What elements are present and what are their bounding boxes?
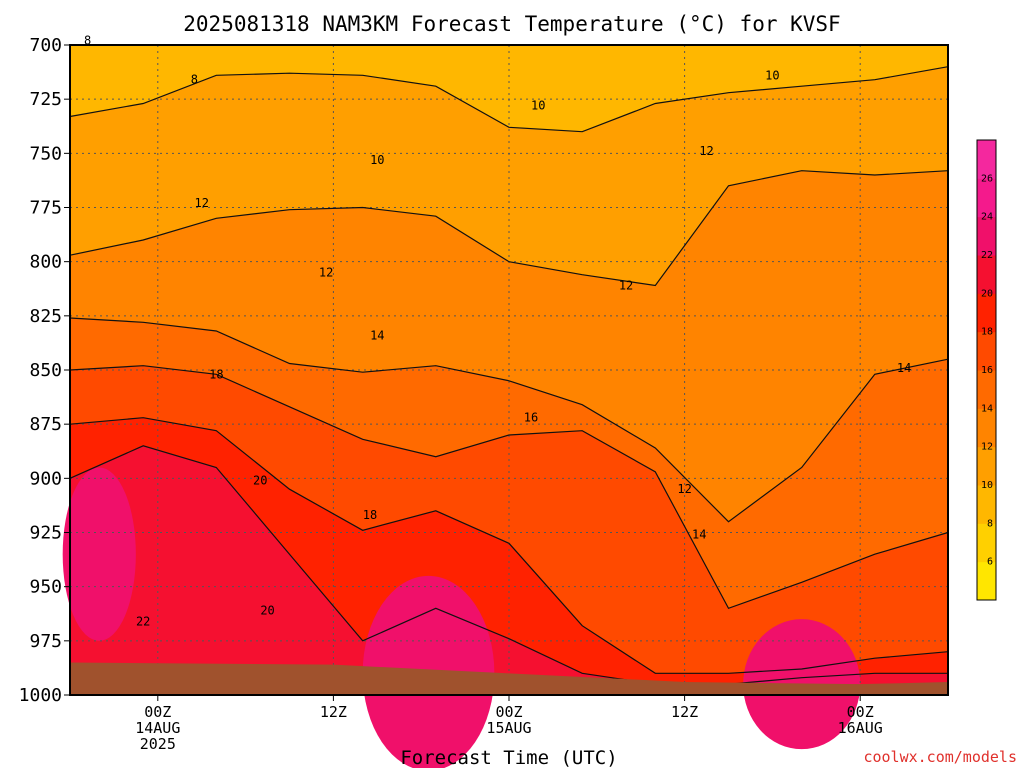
ytick-label: 975	[29, 631, 62, 652]
colorbar-segment	[977, 485, 996, 524]
contour-label: 18	[209, 367, 223, 381]
chart-title: 2025081318 NAM3KM Forecast Temperature (…	[183, 12, 840, 36]
ytick-label: 725	[29, 89, 62, 110]
colorbar-tick-label: 26	[981, 173, 993, 184]
contour-label: 10	[370, 153, 384, 167]
y-axis: 700 725 750 775 800 825 850 875 900 925 950 975 1000	[19, 35, 70, 706]
colorbar-tick-label: 10	[981, 480, 993, 491]
colorbar-tick-label: 18	[981, 327, 993, 338]
colorbar-segment	[977, 446, 996, 486]
contour-label: 12	[619, 279, 633, 293]
colorbar-frame	[976, 139, 997, 601]
xtick-label: 15AUG	[486, 719, 531, 737]
ytick-label: 900	[29, 468, 62, 489]
contour-label: 14	[897, 361, 911, 375]
colorbar-segment	[977, 523, 996, 563]
colorbar: 6 8 10 12 14 16 18 20 22 24 26	[976, 139, 997, 601]
contour-label: 8	[84, 34, 91, 48]
contour-label: 20	[253, 474, 267, 488]
colorbar-segment	[977, 255, 996, 294]
isotherm-12	[69, 170, 949, 287]
xtick-label: 12Z	[671, 703, 698, 721]
colorbar-tick-label: 22	[981, 250, 993, 261]
ytick-label: 875	[29, 414, 62, 435]
colorbar-tick-label: 20	[981, 288, 993, 299]
isotherm-20	[69, 445, 948, 685]
ytick-label: 775	[29, 198, 62, 219]
colorbar-segment	[977, 178, 996, 218]
xtick-label: 00Z	[847, 703, 874, 721]
warm-pocket-2	[62, 467, 136, 641]
ytick-label: 950	[29, 577, 62, 598]
contour-label: 20	[260, 604, 274, 618]
colorbar-tick-label: 24	[981, 212, 993, 223]
contour-label: 8	[191, 73, 198, 87]
contour-label: 10	[531, 99, 545, 113]
ytick-label: 750	[29, 143, 62, 164]
colorbar-segment	[977, 293, 996, 333]
ytick-label: 825	[29, 306, 62, 327]
contour-label: 22	[136, 614, 150, 628]
isotherm-14	[69, 317, 949, 523]
isotherm-18	[69, 417, 949, 674]
xtick-label: 14AUG	[135, 719, 180, 737]
ytick-label: 800	[29, 252, 62, 273]
xtick-label: 16AUG	[838, 719, 883, 737]
ytick-label: 850	[29, 360, 62, 381]
isotherm-16	[69, 365, 949, 610]
colorbar-segment	[977, 561, 996, 601]
contour-label: 10	[765, 68, 779, 82]
ytick-label: 1000	[19, 685, 62, 706]
terrain	[70, 662, 948, 695]
colorbar-tick-label: 16	[981, 365, 993, 376]
xtick-label: 00Z	[495, 703, 522, 721]
x-axis-label: Forecast Time (UTC)	[400, 747, 617, 768]
plot-area: 8 8 10 10 10 12 12 12 12 12 14 14 14 16 18 18 20 20 22	[62, 34, 949, 768]
colorbar-segment	[977, 331, 996, 371]
contour-label: 12	[699, 144, 713, 158]
isotherm-10	[69, 66, 949, 133]
colorbar-tick-label: 12	[981, 442, 993, 453]
colorbar-segment	[977, 408, 996, 448]
xtick-label: 00Z	[144, 703, 171, 721]
colorbar-segment	[977, 370, 996, 409]
credit-text[interactable]: coolwx.com/models	[863, 748, 1017, 766]
contour-label: 14	[370, 328, 384, 342]
xtick-label: 2025	[140, 735, 176, 753]
contour-label: 18	[363, 508, 377, 522]
temperature-band-20	[70, 445, 948, 695]
colorbar-segment	[977, 140, 996, 179]
contour-label: 16	[524, 411, 538, 425]
colorbar-tick-label: 6	[987, 557, 993, 568]
ytick-label: 925	[29, 523, 62, 544]
colorbar-tick-label: 8	[987, 518, 993, 529]
colorbar-tick-label: 14	[981, 403, 993, 414]
contour-label: 12	[677, 482, 691, 496]
contour-label: 12	[194, 196, 208, 210]
colorbar-segment	[977, 216, 996, 256]
contour-label: 14	[692, 528, 706, 542]
xtick-label: 12Z	[320, 703, 347, 721]
ytick-label: 700	[29, 35, 62, 56]
contour-label: 12	[319, 266, 333, 280]
